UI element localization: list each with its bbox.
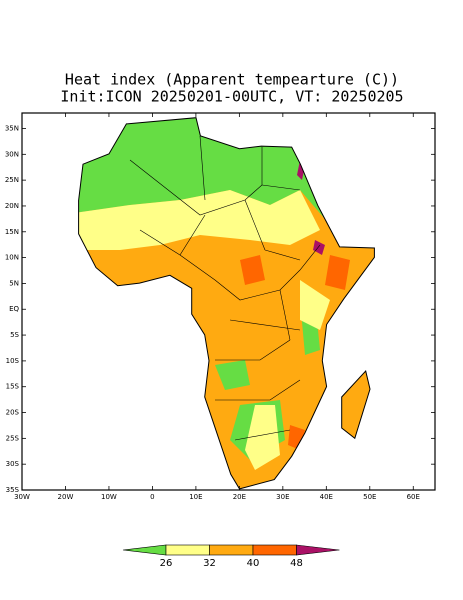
x-tick-label: 30W bbox=[14, 493, 30, 501]
y-tick-label: 35N bbox=[5, 124, 19, 132]
y-tick-label: 25S bbox=[6, 434, 20, 442]
x-tick-label: 50E bbox=[363, 493, 376, 501]
y-tick-label: 5S bbox=[10, 331, 19, 339]
y-tick-label: 30S bbox=[6, 460, 20, 468]
colorbar-cell bbox=[252, 544, 297, 556]
y-tick-label: 35S bbox=[6, 486, 20, 494]
y-tick-label: 30N bbox=[5, 150, 19, 158]
colorbar-label: 48 bbox=[290, 558, 303, 569]
x-tick-label: 30E bbox=[276, 493, 289, 501]
y-tick-label: 10S bbox=[6, 357, 20, 365]
colorbar-label: 32 bbox=[203, 558, 216, 569]
x-tick-label: 60E bbox=[407, 493, 420, 501]
y-tick-label: 15S bbox=[6, 383, 20, 391]
colorbar-cell bbox=[165, 544, 210, 556]
y-tick-label: 20N bbox=[5, 202, 19, 210]
colorbar-label: 40 bbox=[247, 558, 260, 569]
x-tick-label: 10W bbox=[101, 493, 117, 501]
y-tick-label: 10N bbox=[5, 254, 19, 262]
colorbar-cell bbox=[296, 544, 340, 556]
borders bbox=[129, 135, 321, 441]
x-tick-label: 0 bbox=[150, 493, 154, 501]
map-subtitle: Init:ICON 20250201-00UTC, VT: 20250205 bbox=[60, 88, 403, 106]
colorbar-label: 26 bbox=[160, 558, 173, 569]
y-tick-label: 25N bbox=[5, 176, 19, 184]
x-tick-label: 20W bbox=[58, 493, 74, 501]
field-region bbox=[240, 255, 350, 450]
y-tick-label: EQ bbox=[9, 305, 19, 313]
x-tick-label: 10E bbox=[189, 493, 202, 501]
island bbox=[341, 369, 371, 440]
field-region bbox=[245, 280, 330, 470]
y-tick-label: 15N bbox=[5, 228, 19, 236]
x-tick-label: 20E bbox=[233, 493, 246, 501]
x-tick-label: 40E bbox=[320, 493, 333, 501]
field-region bbox=[215, 300, 320, 460]
y-tick-label: 20S bbox=[6, 409, 20, 417]
y-tick-label: 5N bbox=[9, 279, 19, 287]
field-region bbox=[78, 190, 320, 250]
field-region bbox=[297, 160, 325, 255]
colorbar-cell bbox=[122, 544, 167, 556]
colorbar-cell bbox=[209, 544, 254, 556]
map-title: Heat index (Apparent tempearture (C)) bbox=[65, 71, 399, 89]
